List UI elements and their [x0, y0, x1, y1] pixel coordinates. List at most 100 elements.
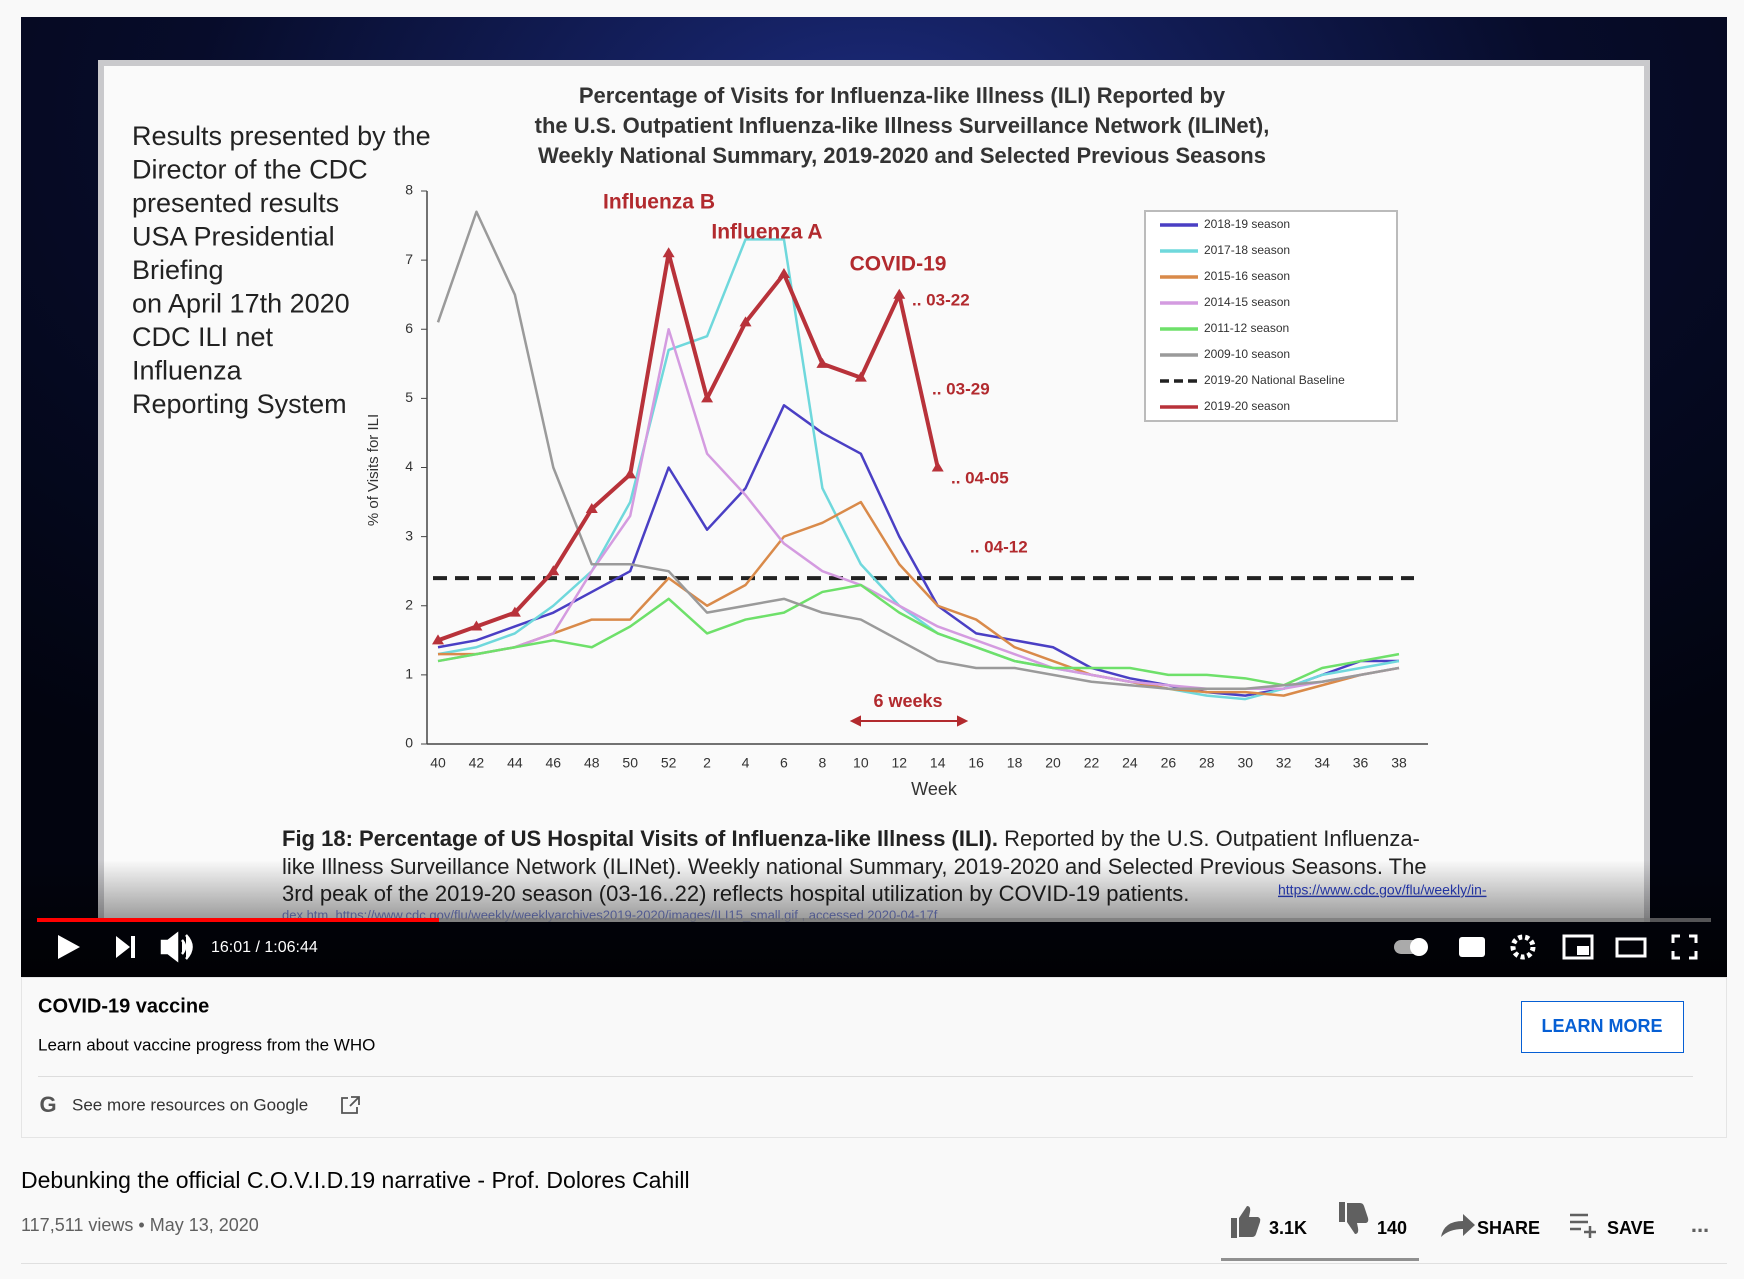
x-axis-label: Week: [911, 779, 958, 799]
series-line: [437, 251, 940, 643]
side-text: Influenza: [132, 356, 243, 386]
legend-label: 2018-19 season: [1204, 217, 1290, 231]
caption-text: Reported by the U.S. Outpatient Influenz…: [998, 826, 1420, 851]
like-count[interactable]: 3.1K: [1269, 1218, 1307, 1238]
fullscreen-button[interactable]: [1671, 934, 1698, 960]
legend-label: 2019-20 season: [1204, 399, 1290, 413]
caption-bold: Fig 18: Percentage of US Hospital Visits…: [282, 826, 998, 851]
y-tick-label: 3: [405, 527, 413, 543]
x-tick-label: 28: [1199, 755, 1215, 771]
x-tick-label: 52: [661, 755, 677, 771]
x-tick-label: 22: [1084, 755, 1100, 771]
series-marker: [854, 371, 867, 382]
side-text: Director of the CDC: [132, 155, 368, 185]
miniplayer-button[interactable]: [1562, 934, 1594, 960]
x-tick-label: 14: [930, 755, 946, 771]
like-icon[interactable]: [1231, 1206, 1261, 1238]
side-text: USA Presidential: [132, 222, 335, 252]
side-text: Results presented by the: [132, 121, 431, 151]
miniplayer-icon: [1577, 946, 1589, 955]
annotation: Influenza A: [711, 221, 822, 244]
volume-button[interactable]: [160, 931, 193, 963]
y-axis-label: % of Visits for ILI: [365, 414, 382, 526]
series-marker: [585, 502, 598, 513]
series-line: [437, 404, 1399, 697]
more-button[interactable]: ...: [1691, 1212, 1709, 1237]
x-tick-label: 10: [853, 755, 869, 771]
y-tick-label: 1: [405, 666, 413, 682]
x-tick-label: 36: [1353, 755, 1369, 771]
panel-text: Learn about vaccine progress from the WH…: [38, 1035, 375, 1054]
x-tick-label: 42: [469, 755, 485, 771]
actions: 3.1K 140 SHARE SAVE ...: [21, 1202, 1727, 1264]
y-tick-label: 4: [405, 458, 413, 474]
caption-line: Fig 18: Percentage of US Hospital Visits…: [282, 826, 1420, 851]
six-weeks-arrow: [849, 715, 969, 727]
legend-box: [1144, 210, 1398, 422]
info-panel: COVID-19 vaccine Learn about vaccine pro…: [21, 977, 1727, 1138]
x-tick-label: 18: [1007, 755, 1023, 771]
series-marker: [662, 247, 675, 258]
save-icon[interactable]: [1570, 1213, 1596, 1238]
share-label[interactable]: SHARE: [1477, 1218, 1540, 1238]
series-marker: [547, 565, 560, 576]
x-tick-label: 38: [1391, 755, 1407, 771]
x-tick-label: 48: [584, 755, 600, 771]
google-logo: G: [39, 1092, 56, 1117]
x-tick-label: 40: [430, 755, 446, 771]
x-tick-label: 30: [1237, 755, 1253, 771]
legend-label: 2011-12 season: [1204, 321, 1289, 335]
x-tick-label: 2: [703, 755, 711, 771]
series-line: [436, 210, 1400, 690]
learn-more-label[interactable]: LEARN MORE: [1542, 1016, 1663, 1036]
x-tick-label: 4: [742, 755, 750, 771]
chart-title: the U.S. Outpatient Influenza-like Illne…: [535, 113, 1270, 138]
point-label: .. 04-12: [970, 537, 1028, 556]
dislike-icon[interactable]: [1339, 1202, 1369, 1234]
save-label[interactable]: SAVE: [1607, 1218, 1655, 1238]
chart-title: Percentage of Visits for Influenza-like …: [579, 83, 1226, 108]
cc-button[interactable]: [1459, 937, 1485, 957]
series-marker: [816, 357, 829, 368]
x-tick-label: 16: [968, 755, 984, 771]
info-panel-box: [21, 977, 1727, 1138]
y-tick-label: 2: [405, 596, 413, 612]
video-title: Debunking the official C.O.V.I.D.19 narr…: [21, 1167, 690, 1193]
x-tick-label: 20: [1045, 755, 1061, 771]
legend-label: 2017-18 season: [1204, 243, 1290, 257]
x-tick-label: 8: [819, 755, 827, 771]
annotation: 6 weeks: [873, 691, 942, 711]
dislike-count[interactable]: 140: [1377, 1218, 1407, 1238]
x-tick-label: 12: [891, 755, 907, 771]
side-text: presented results: [132, 188, 339, 218]
slide: [104, 66, 1644, 922]
settings-button[interactable]: [1510, 934, 1536, 960]
y-tick-label: 8: [405, 182, 413, 198]
x-tick-label: 34: [1314, 755, 1330, 771]
x-tick-label: 6: [780, 755, 788, 771]
progress-track[interactable]: [37, 918, 1711, 922]
chart-title: Weekly National Summary, 2019-2020 and S…: [538, 143, 1266, 168]
annotation: Influenza B: [603, 191, 715, 214]
x-tick-label: 24: [1122, 755, 1138, 771]
learn-more-button[interactable]: [1521, 1001, 1684, 1053]
sentiment-bar: [1221, 1258, 1419, 1261]
more-resources-link[interactable]: See more resources on Google: [72, 1095, 308, 1114]
annotation: COVID-19: [850, 253, 947, 276]
time-display: 16:01 / 1:06:44: [211, 939, 318, 956]
share-icon[interactable]: [1441, 1214, 1475, 1237]
progress-played: [37, 918, 439, 922]
play-button[interactable]: [58, 935, 80, 959]
theater-button[interactable]: [1615, 937, 1647, 958]
series-marker: [508, 606, 521, 617]
series-marker: [624, 468, 637, 479]
video-player[interactable]: Results presented by the Director of the …: [21, 17, 1727, 977]
y-tick-label: 6: [405, 320, 413, 336]
point-label: .. 04-05: [951, 468, 1009, 487]
next-button[interactable]: [116, 936, 135, 958]
external-icon: [341, 1096, 360, 1114]
series-marker: [931, 461, 944, 472]
series-marker: [470, 620, 483, 631]
y-tick-label: 0: [405, 735, 413, 751]
